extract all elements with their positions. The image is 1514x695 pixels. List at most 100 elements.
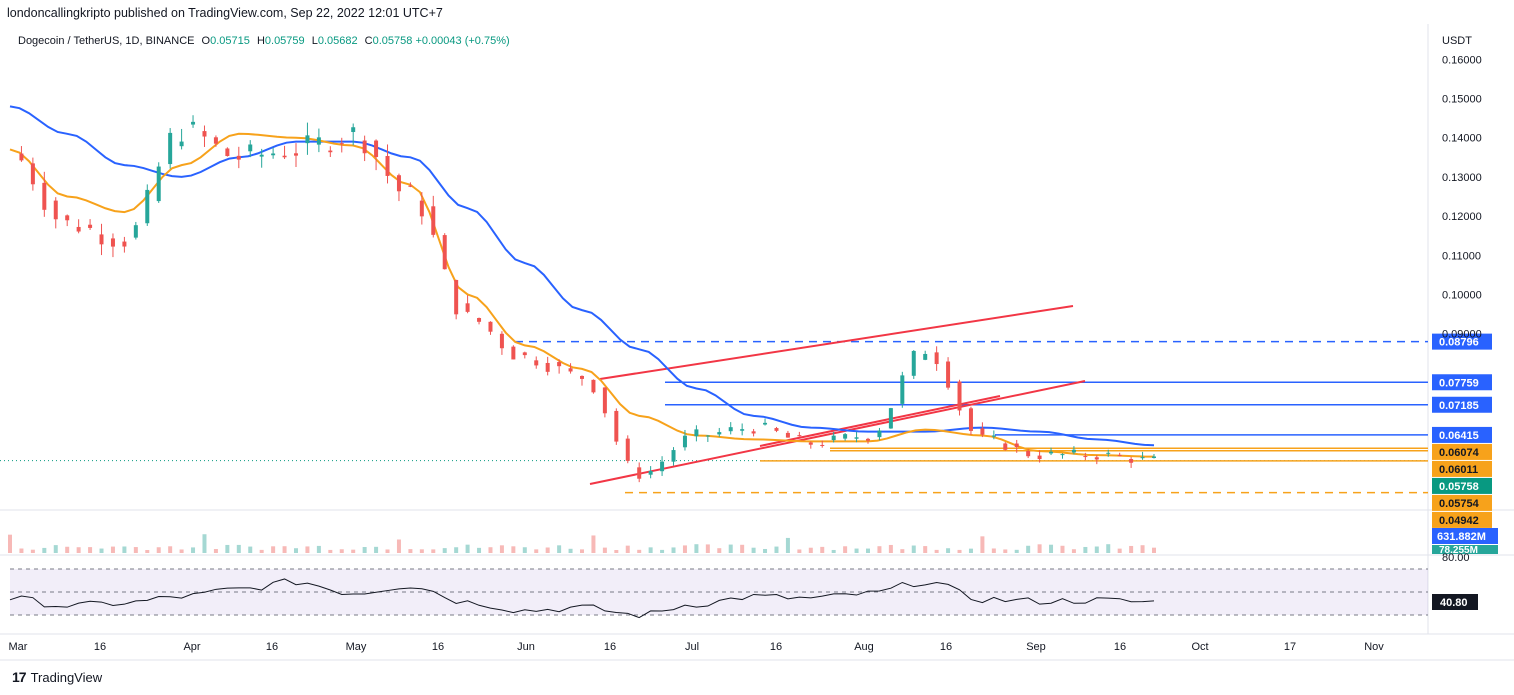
candle-body: [1140, 457, 1145, 459]
y-tick-label: 0.16000: [1442, 54, 1482, 66]
volume-bar: [431, 549, 436, 553]
candle-body: [648, 470, 653, 475]
x-tick-label: Oct: [1191, 641, 1208, 653]
candle-body: [419, 200, 424, 217]
x-tick-label: Apr: [183, 641, 200, 653]
y-tick-label: 0.12000: [1442, 211, 1482, 223]
volume-bar: [1003, 549, 1008, 553]
x-tick-label: 17: [1284, 641, 1296, 653]
candle-body: [808, 442, 813, 445]
candle-body: [1049, 451, 1054, 454]
horizontal-levels: 0.08796 0.07759 0.07185 0.06415 0.06074 0.060…: [0, 333, 1492, 528]
volume-bar: [774, 546, 779, 553]
candle-body: [797, 435, 802, 437]
ma-line: [9, 105, 1155, 447]
candle-body: [957, 381, 962, 411]
rsi-value: 40.80: [1440, 597, 1468, 609]
level-price-tag: [1432, 477, 1492, 494]
level-price-tag: [1432, 374, 1492, 391]
y-tick-label: 0.14000: [1442, 133, 1482, 145]
candle-body: [877, 430, 882, 438]
volume-bar: [271, 546, 276, 553]
x-tick-label: May: [346, 641, 367, 653]
candle-body: [1152, 456, 1156, 459]
volume-bar: [145, 549, 150, 553]
level-price-tag: [1432, 494, 1492, 511]
volume-bar: [110, 546, 115, 553]
candle-body: [191, 121, 196, 125]
volume-bar: [923, 546, 928, 553]
candle-body: [911, 350, 916, 376]
candle-body: [717, 432, 722, 435]
candle-body: [660, 461, 665, 472]
volume-bar: [351, 549, 356, 553]
candle-body: [1129, 459, 1134, 463]
volume-bar: [568, 548, 573, 553]
candle-body: [179, 141, 184, 147]
y-axis-unit: USDT: [1442, 35, 1472, 47]
volume-bar: [545, 547, 550, 553]
candle-body: [740, 429, 745, 431]
chart-legend: Dogecoin / TetherUS, 1D, BINANCE O0.0571…: [18, 35, 510, 47]
volume-bar: [694, 544, 699, 553]
rsi-upper-label: 80.00: [1442, 552, 1470, 564]
high-value: 0.05759: [264, 35, 305, 47]
candle-body: [625, 438, 630, 461]
x-tick-label: Aug: [854, 641, 874, 653]
candle-body: [1106, 452, 1111, 454]
candle-body: [728, 427, 733, 432]
volume-bar: [1152, 547, 1156, 553]
volume-bar: [1129, 545, 1134, 553]
x-tick-label: 16: [940, 641, 952, 653]
candle-body: [271, 153, 276, 156]
volume-bar: [168, 546, 173, 553]
symbol-title: Dogecoin / TetherUS, 1D, BINANCE: [18, 35, 195, 47]
candle-body: [568, 368, 573, 372]
low-label: L: [311, 35, 318, 47]
volume-bar: [99, 548, 104, 553]
price-series: [9, 105, 1156, 483]
level-price-tag: [1432, 511, 1492, 528]
candle-body: [637, 467, 642, 479]
candle-body: [42, 182, 47, 210]
candle-body: [99, 234, 104, 245]
candle-body: [168, 132, 173, 165]
candle-body: [888, 408, 893, 429]
candle-body: [236, 155, 241, 160]
y-tick-label: 0.09000: [1442, 329, 1482, 341]
volume-bar: [740, 544, 745, 553]
candle-body: [454, 279, 459, 315]
candle-body: [557, 362, 562, 367]
candle-body: [705, 435, 710, 437]
x-tick-label: Jun: [517, 641, 535, 653]
time-axis: Mar 16 Apr 16 May 16 Jun 16 Jul 16 Aug 16 Sep 16 Oct 17…: [9, 641, 1385, 653]
volume-bar: [957, 549, 962, 553]
candle-body: [339, 143, 344, 145]
level-price-tag: [1432, 333, 1492, 350]
x-tick-label: Jul: [685, 641, 699, 653]
candle-body: [694, 429, 699, 437]
candle-body: [831, 435, 836, 441]
level-price-tag: [1432, 460, 1492, 477]
open-value: 0.05715: [210, 35, 250, 47]
volume-bar: [900, 549, 905, 553]
volume-bar: [866, 548, 870, 553]
level-price-text: 0.07185: [1439, 400, 1479, 412]
y-tick-label: 0.13000: [1442, 172, 1482, 184]
volume-bar: [88, 547, 93, 553]
x-tick-label: Mar: [9, 641, 28, 653]
volume-bar: [637, 549, 642, 553]
x-tick-label: 16: [1114, 641, 1126, 653]
volume-bar: [820, 546, 825, 553]
volume-bar: [763, 548, 768, 553]
candle-body: [511, 346, 516, 360]
volume-bar: [236, 544, 241, 553]
level-price-tag: [1432, 426, 1492, 443]
volume-ma-tag: [1432, 545, 1498, 554]
candle-body: [110, 238, 115, 247]
volume-bar: [42, 547, 47, 553]
volume-bar: [1094, 546, 1099, 553]
volume-bar: [705, 544, 710, 553]
volume-bar: [328, 549, 333, 553]
